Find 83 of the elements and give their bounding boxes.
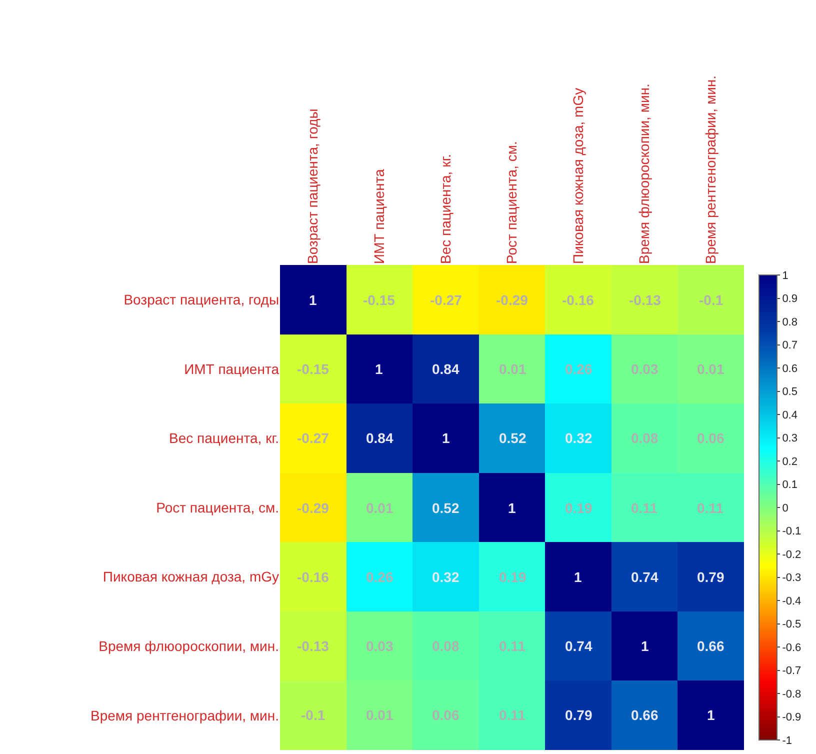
y-tick-label: Возраст пациента, годы [124, 292, 279, 308]
data-label: 0.66 [697, 638, 724, 654]
color-bar-label: 0.7 [782, 340, 798, 352]
data-label: 1 [574, 569, 582, 585]
x-tick-label: Вес пациента, кг. [437, 154, 454, 264]
data-label: 0.52 [499, 430, 526, 446]
data-label: 0.32 [432, 569, 460, 585]
x-tick-label: Время флюороскопии, мин. [636, 84, 652, 264]
data-label: 0.26 [565, 361, 592, 377]
data-label: -0.29 [297, 500, 330, 516]
data-label: 0.06 [432, 707, 460, 723]
x-tick-label: Время рентгенографии, мин. [702, 75, 718, 264]
color-bar-label: -0.7 [782, 665, 802, 678]
data-label: 1 [508, 500, 516, 516]
data-label: -0.13 [629, 292, 662, 308]
color-bar-label: 0 [782, 502, 788, 514]
color-bar-label: -1 [782, 734, 792, 747]
color-bar-label: -0.4 [782, 595, 802, 608]
color-bar-label: 0.1 [782, 479, 798, 492]
data-label: 1 [707, 707, 715, 723]
data-label: 0.08 [432, 638, 460, 654]
data-label: 0.01 [366, 707, 394, 723]
data-label: 0.84 [366, 430, 394, 446]
y-tick-label: Время рентгенографии, мин. [90, 707, 279, 724]
data-label: 1 [442, 430, 450, 446]
data-label: 0.26 [366, 569, 394, 585]
x-tick-label: ИМТ пациента [370, 168, 387, 264]
color-bar-label: -0.5 [782, 618, 802, 631]
data-label: 0.19 [499, 569, 526, 585]
x-tick-label: Пиковая кожная доза, mGy [570, 88, 586, 264]
color-bar-label: 0.8 [782, 316, 798, 328]
data-label: 0.66 [631, 707, 658, 723]
data-label: 0.79 [697, 569, 724, 585]
y-tick-label: Вес пациента, кг. [169, 430, 279, 446]
data-label: 0.74 [565, 638, 592, 654]
color-bar-label: 0.4 [782, 409, 798, 422]
color-bar-label: -0.1 [782, 526, 802, 538]
data-label: -0.27 [297, 430, 330, 446]
data-label: 0.01 [366, 500, 394, 516]
data-label: -0.13 [297, 638, 330, 654]
data-label: 0.01 [499, 361, 526, 377]
data-label: 1 [309, 292, 317, 308]
data-label: 0.52 [432, 500, 460, 516]
data-label: 1 [641, 638, 649, 654]
color-bar-label: -0.2 [782, 548, 802, 561]
data-label: -0.29 [496, 292, 528, 308]
data-label: 0.03 [631, 361, 658, 377]
data-label: -0.1 [301, 707, 326, 723]
data-label: 0.11 [697, 500, 724, 516]
data-label: 0.11 [499, 638, 526, 654]
color-bar-label: 0.9 [782, 293, 798, 306]
data-label: 0.32 [565, 430, 592, 446]
y-tick-label: Пиковая кожная доза, mGy [102, 568, 279, 585]
data-label: 0.03 [366, 638, 394, 654]
data-label: -0.15 [363, 292, 396, 308]
data-label: 0.01 [697, 361, 724, 377]
color-bar-label: 0.5 [782, 386, 798, 398]
data-label: 0.11 [499, 707, 526, 723]
data-label: 1 [375, 361, 383, 377]
y-tick-label: Рост пациента, см. [156, 499, 279, 516]
y-tick-label: ИМТ пациента [184, 360, 280, 377]
data-label: -0.27 [430, 292, 462, 308]
color-bar-label: 0.2 [782, 456, 798, 468]
data-label: 0.79 [565, 707, 592, 723]
x-tick-label: Рост пациента, см. [504, 141, 520, 264]
color-bar-label: -0.9 [782, 712, 802, 724]
y-tick-label: Время флюороскопии, мин. [98, 638, 279, 654]
data-label: 0.06 [697, 430, 724, 446]
color-bar-label: -0.8 [782, 688, 802, 700]
data-label: 0.84 [432, 361, 460, 377]
data-label: -0.16 [297, 569, 330, 585]
color-bar-label: 0.6 [782, 362, 798, 375]
data-label: 0.11 [631, 500, 658, 516]
data-label: -0.16 [562, 292, 594, 308]
data-label: -0.1 [699, 292, 724, 308]
data-label: 0.74 [631, 569, 658, 585]
data-label: 0.19 [565, 500, 592, 516]
data-label: 0.08 [631, 430, 658, 446]
color-bar-label: 0.3 [782, 432, 798, 445]
color-bar-label: 1 [782, 270, 788, 282]
data-label: -0.15 [297, 361, 330, 377]
color-bar-label: -0.3 [782, 572, 802, 584]
color-bar-label: -0.6 [782, 642, 802, 654]
